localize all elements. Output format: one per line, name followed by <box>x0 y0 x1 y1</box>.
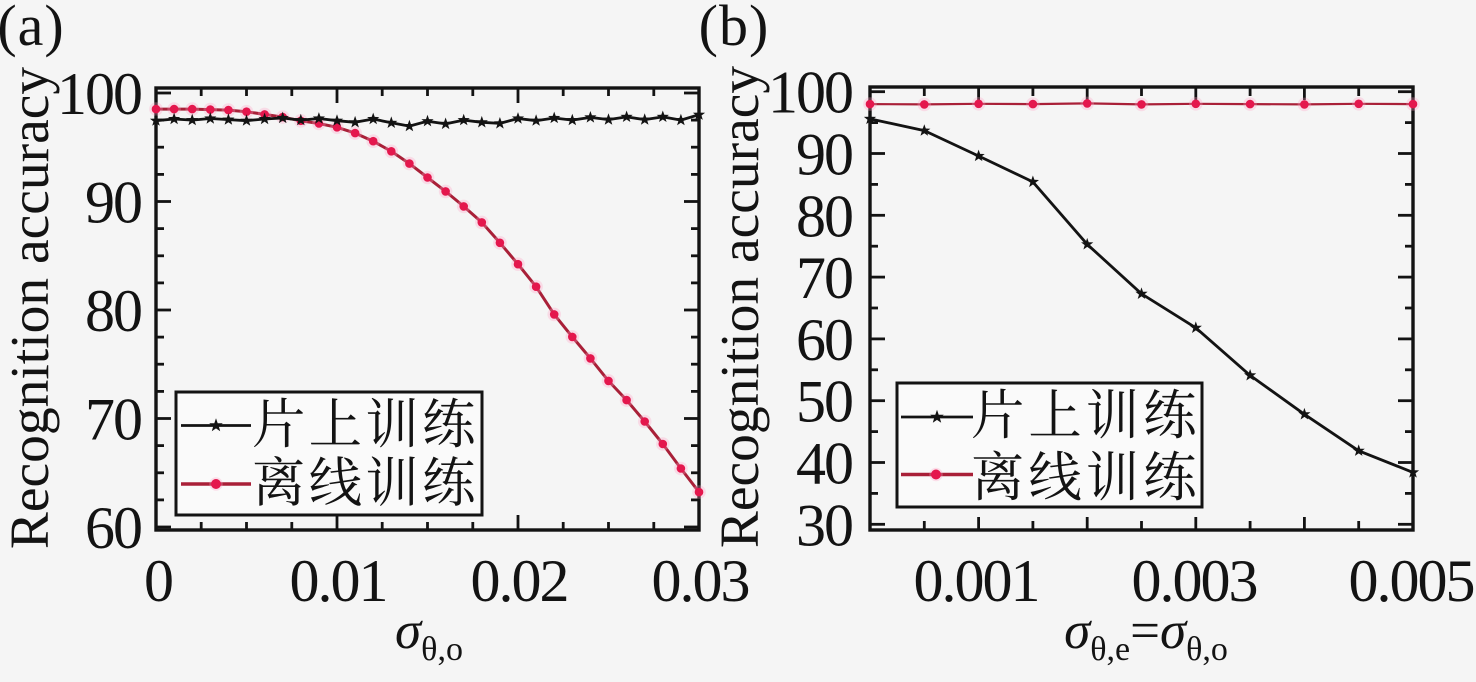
svg-text:0.03: 0.03 <box>652 548 749 614</box>
svg-text:30: 30 <box>796 492 852 558</box>
svg-text:60: 60 <box>796 307 852 373</box>
svg-text:σθ,o: σθ,o <box>395 602 463 668</box>
svg-text:50: 50 <box>796 369 852 435</box>
svg-text:Recognition accuracy: Recognition accuracy <box>710 66 771 549</box>
svg-text:0: 0 <box>144 548 172 614</box>
svg-text:σθ,e=σθ,o: σθ,e=σθ,o <box>1064 602 1228 668</box>
svg-text:0.001: 0.001 <box>914 548 1039 614</box>
svg-text:70: 70 <box>85 387 141 453</box>
svg-text:70: 70 <box>796 245 852 311</box>
svg-text:0.02: 0.02 <box>471 548 568 614</box>
svg-text:Recognition accuracy: Recognition accuracy <box>0 67 61 550</box>
svg-text:40: 40 <box>796 431 852 497</box>
svg-text:100: 100 <box>57 61 141 127</box>
svg-text:90: 90 <box>85 170 141 236</box>
svg-text:80: 80 <box>796 183 852 249</box>
svg-text:80: 80 <box>85 278 141 344</box>
svg-text:0.005: 0.005 <box>1349 548 1474 614</box>
svg-text:(b): (b) <box>699 0 770 58</box>
svg-text:100: 100 <box>768 60 852 126</box>
svg-text:0.01: 0.01 <box>290 548 387 614</box>
svg-text:90: 90 <box>796 122 852 188</box>
svg-text:(a): (a) <box>0 0 65 58</box>
svg-text:60: 60 <box>85 495 141 561</box>
svg-text:0.003: 0.003 <box>1132 548 1257 614</box>
